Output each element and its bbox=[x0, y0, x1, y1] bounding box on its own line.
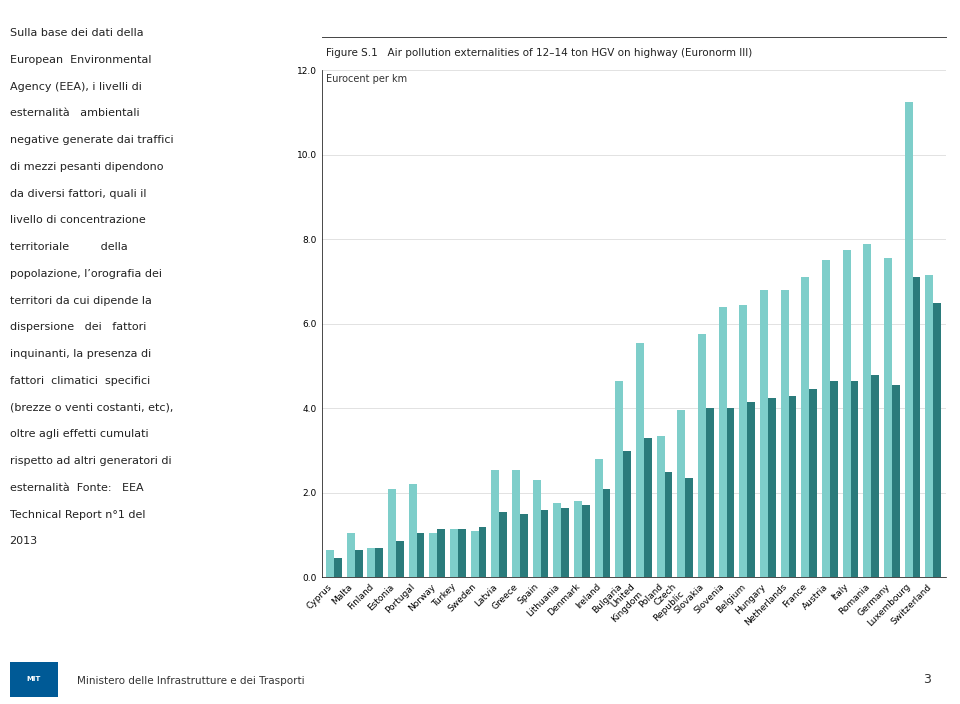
Bar bbox=[375, 548, 383, 577]
Text: popolazione, l’orografia dei: popolazione, l’orografia dei bbox=[10, 269, 161, 279]
Bar bbox=[636, 343, 644, 577]
Text: esternalità   ambientali: esternalità ambientali bbox=[10, 108, 139, 118]
Bar bbox=[438, 529, 445, 577]
Text: dispersione   dei   fattori: dispersione dei fattori bbox=[10, 322, 146, 332]
Bar bbox=[512, 470, 520, 577]
Text: (brezze o venti costanti, etc),: (brezze o venti costanti, etc), bbox=[10, 403, 173, 413]
Bar bbox=[533, 480, 540, 577]
Bar bbox=[747, 402, 756, 577]
Text: Eurocent per km: Eurocent per km bbox=[326, 74, 408, 84]
Bar bbox=[780, 290, 788, 577]
Bar bbox=[409, 484, 417, 577]
Bar bbox=[872, 375, 879, 577]
Text: di mezzi pesanti dipendono: di mezzi pesanti dipendono bbox=[10, 162, 163, 172]
Bar bbox=[326, 550, 334, 577]
Bar bbox=[685, 478, 693, 577]
Bar bbox=[334, 558, 342, 577]
Bar bbox=[727, 408, 734, 577]
Bar bbox=[678, 410, 685, 577]
Bar bbox=[933, 303, 941, 577]
Bar bbox=[739, 305, 747, 577]
Text: oltre agli effetti cumulati: oltre agli effetti cumulati bbox=[10, 429, 148, 439]
Text: MIT: MIT bbox=[27, 677, 40, 682]
Text: Agency (EEA), i livelli di: Agency (EEA), i livelli di bbox=[10, 82, 141, 92]
Bar bbox=[884, 258, 892, 577]
Text: da diversi fattori, quali il: da diversi fattori, quali il bbox=[10, 189, 146, 199]
Bar bbox=[851, 381, 858, 577]
Bar bbox=[657, 436, 664, 577]
Bar bbox=[540, 510, 548, 577]
Bar bbox=[760, 290, 768, 577]
Bar bbox=[822, 260, 829, 577]
Bar bbox=[615, 381, 623, 577]
Bar bbox=[499, 512, 507, 577]
Text: negative generate dai traffici: negative generate dai traffici bbox=[10, 135, 173, 145]
Text: livello di concentrazione: livello di concentrazione bbox=[10, 215, 145, 225]
Bar bbox=[788, 396, 797, 577]
Bar bbox=[368, 548, 375, 577]
Text: 2013: 2013 bbox=[10, 536, 37, 546]
Bar bbox=[574, 501, 582, 577]
Text: Sulla base dei dati della: Sulla base dei dati della bbox=[10, 28, 143, 38]
Bar bbox=[809, 389, 817, 577]
Bar bbox=[417, 533, 424, 577]
Bar bbox=[706, 408, 714, 577]
Bar bbox=[429, 533, 438, 577]
Bar bbox=[396, 541, 404, 577]
Text: European  Environmental: European Environmental bbox=[10, 55, 151, 65]
Text: territori da cui dipende la: territori da cui dipende la bbox=[10, 296, 152, 306]
Bar bbox=[595, 459, 603, 577]
Text: Figure S.1   Air pollution externalities of 12–14 ton HGV on highway (Euronorm I: Figure S.1 Air pollution externalities o… bbox=[326, 49, 753, 58]
Bar bbox=[698, 334, 706, 577]
Bar bbox=[458, 529, 466, 577]
Text: inquinanti, la presenza di: inquinanti, la presenza di bbox=[10, 349, 151, 359]
Bar bbox=[492, 470, 499, 577]
Text: Technical Report n°1 del: Technical Report n°1 del bbox=[10, 510, 145, 520]
Bar bbox=[450, 529, 458, 577]
Bar bbox=[904, 102, 913, 577]
Bar bbox=[664, 472, 672, 577]
Text: 3: 3 bbox=[924, 674, 931, 686]
Bar bbox=[623, 451, 631, 577]
Bar bbox=[719, 307, 727, 577]
Bar bbox=[562, 508, 569, 577]
Text: territoriale         della: territoriale della bbox=[10, 242, 128, 252]
Bar bbox=[347, 533, 354, 577]
Bar bbox=[582, 505, 589, 577]
Bar bbox=[470, 531, 479, 577]
Text: rispetto ad altri generatori di: rispetto ad altri generatori di bbox=[10, 456, 171, 466]
Bar bbox=[913, 277, 921, 577]
Bar bbox=[863, 244, 872, 577]
Bar bbox=[553, 503, 562, 577]
Bar bbox=[479, 527, 487, 577]
Text: esternalità  Fonte:   EEA: esternalità Fonte: EEA bbox=[10, 483, 143, 493]
Bar bbox=[802, 277, 809, 577]
Bar bbox=[354, 550, 363, 577]
Bar bbox=[520, 514, 528, 577]
Text: fattori  climatici  specifici: fattori climatici specifici bbox=[10, 376, 150, 386]
Bar bbox=[388, 489, 396, 577]
Bar bbox=[768, 398, 776, 577]
Bar bbox=[892, 385, 900, 577]
Bar bbox=[829, 381, 838, 577]
Bar bbox=[603, 489, 611, 577]
Bar bbox=[843, 250, 851, 577]
Bar bbox=[644, 438, 652, 577]
Text: Ministero delle Infrastrutture e dei Trasporti: Ministero delle Infrastrutture e dei Tra… bbox=[77, 677, 304, 686]
Bar bbox=[925, 275, 933, 577]
